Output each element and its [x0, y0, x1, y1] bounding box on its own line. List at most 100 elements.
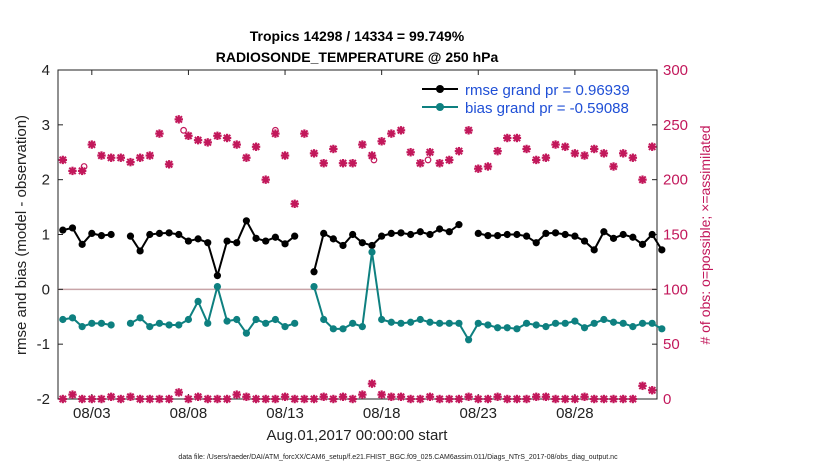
marker-stroke [387, 129, 396, 138]
y2-tick-label: 150 [663, 227, 688, 244]
rmse-point [426, 230, 434, 239]
marker-stroke [290, 199, 299, 208]
marker-stroke [474, 164, 483, 173]
bias-point [416, 315, 424, 324]
marker-stroke [58, 395, 67, 403]
bias-point [455, 319, 463, 327]
marker-stroke [445, 156, 454, 164]
bias-point [551, 319, 560, 327]
legend-rmse-marker [436, 85, 444, 93]
obs-assimilated-marker [280, 151, 290, 160]
marker-stroke [319, 392, 328, 401]
marker-stroke [435, 395, 444, 403]
marker-stroke [464, 392, 473, 401]
x-tick-label: 08/23 [459, 405, 497, 422]
legend-bias-marker [436, 103, 444, 111]
rmse-point [571, 232, 579, 240]
y-tick-label: 4 [42, 62, 50, 79]
rmse-point [349, 230, 357, 239]
bias-point [436, 319, 444, 327]
rmse-point [619, 230, 627, 239]
rmse-point [522, 232, 531, 240]
obs-assimilated-marker [174, 388, 183, 397]
bias-point [571, 317, 579, 325]
marker-stroke [87, 140, 96, 149]
obs-assimilated-marker [435, 394, 444, 404]
obs-assimilated-marker [145, 394, 154, 404]
rmse-point [629, 233, 637, 241]
obs-assimilated-marker [638, 381, 647, 391]
y-tick-label: 3 [42, 117, 50, 134]
obs-assimilated-marker [599, 394, 609, 404]
marker-stroke [551, 140, 560, 149]
y2-axis-label: # of obs: o=possible; ×=assimilated [697, 125, 713, 344]
bias-point [465, 336, 473, 344]
rmse-point [436, 225, 444, 233]
obs-assimilated-marker [609, 394, 618, 404]
obs-assimilated-marker [590, 144, 599, 154]
bias-point [136, 314, 144, 322]
marker-stroke [232, 140, 241, 149]
x-tick-label: 08/13 [266, 405, 304, 422]
obs-assimilated-marker [77, 394, 87, 404]
bias-point [320, 315, 328, 324]
obs-assimilated-marker [348, 159, 357, 168]
marker-stroke [541, 392, 550, 401]
marker-stroke [503, 395, 512, 403]
obs-assimilated-marker [647, 386, 657, 395]
obs-assimilated-marker [348, 394, 357, 404]
marker-stroke [435, 159, 444, 168]
footnote: data file: /Users/raeder/DAI/ATM_forcXX/… [178, 454, 618, 461]
marker-stroke [194, 136, 202, 145]
marker-stroke [455, 395, 463, 403]
rmse-point [329, 235, 337, 243]
obs-assimilated-marker [445, 394, 454, 404]
bias-point [387, 318, 395, 326]
marker-stroke [348, 395, 357, 403]
y2-tick-label: 50 [663, 336, 680, 353]
marker-stroke [68, 390, 77, 399]
bias-series [59, 248, 666, 344]
marker-stroke [145, 151, 154, 160]
marker-stroke [590, 395, 599, 403]
obs-assimilated-marker [570, 394, 580, 404]
marker-stroke [261, 175, 270, 184]
obs-assimilated-marker [493, 146, 502, 156]
marker-stroke [513, 395, 521, 403]
rmse-point [358, 239, 366, 247]
rmse-point [638, 240, 647, 248]
obs-assimilated-marker [203, 394, 212, 404]
obs-assimilated-marker [242, 153, 251, 162]
bias-point [184, 315, 193, 324]
marker-stroke [464, 126, 473, 135]
marker-stroke [628, 395, 637, 403]
marker-stroke [184, 131, 193, 140]
bias-point [484, 321, 492, 329]
marker-stroke [493, 147, 502, 156]
bias-point [349, 319, 357, 327]
obs-assimilated-marker [416, 159, 425, 168]
obs-assimilated-marker [377, 390, 386, 399]
bias-point [329, 325, 337, 333]
rmse-point [281, 240, 289, 248]
marker-stroke [203, 395, 212, 403]
obs-assimilated-marker [232, 390, 241, 399]
bias-point [426, 318, 434, 326]
rmse-point [580, 237, 589, 245]
x-axis-label: Aug.01,2017 00:00:00 start [267, 427, 449, 444]
obs-assimilated-marker [155, 129, 164, 138]
rmse-point [532, 239, 540, 247]
marker-stroke [348, 159, 357, 168]
marker-stroke [213, 131, 222, 140]
obs-assimilated-marker [503, 133, 512, 143]
obs-assimilated-marker [164, 394, 174, 404]
bias-point [281, 323, 289, 331]
legend: rmse grand pr = 0.96939 bias grand pr = … [419, 77, 643, 119]
marker-stroke [416, 395, 425, 403]
marker-stroke [358, 140, 367, 149]
marker-stroke [570, 395, 579, 403]
rmse-point [213, 272, 222, 280]
y2-tick-label: 250 [663, 117, 688, 134]
marker-stroke [580, 392, 589, 401]
